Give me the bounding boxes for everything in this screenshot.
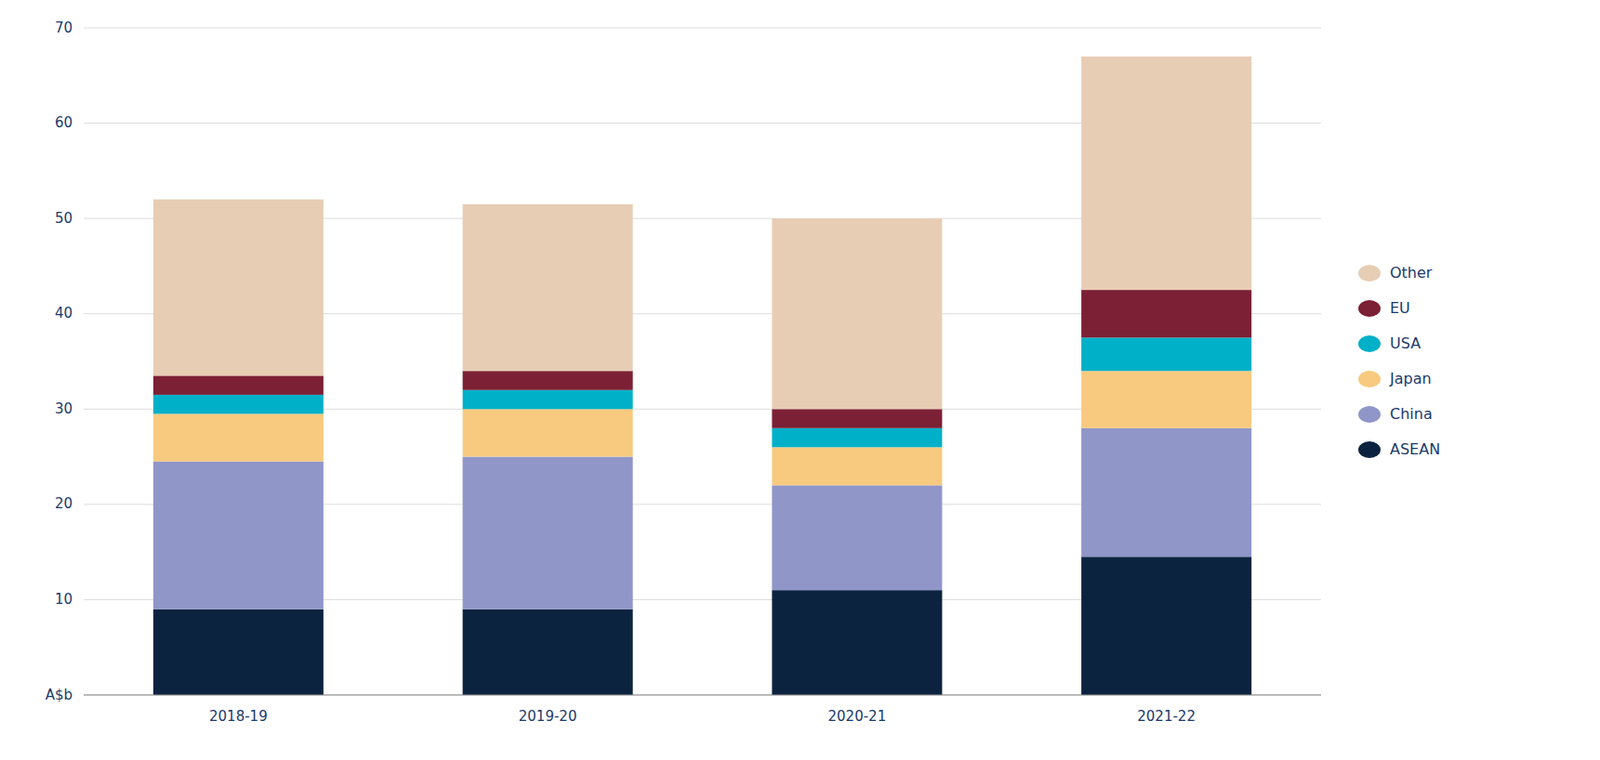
bar-segment (771, 409, 942, 429)
legend-label: USA (1389, 334, 1421, 353)
y-tick-label: 10 (54, 591, 73, 609)
x-tick-label: 2021-22 (1137, 708, 1196, 726)
y-tick-label: 60 (54, 114, 73, 132)
bar-segment (1081, 556, 1252, 696)
x-tick-label: 2019-20 (518, 708, 578, 726)
y-tick-label: A$b (45, 687, 73, 704)
legend-label: Japan (1388, 370, 1432, 388)
y-tick-label: 40 (54, 304, 73, 322)
legend-swatch (1358, 406, 1381, 424)
legend-swatch (1358, 370, 1381, 388)
bar-segment (771, 428, 942, 449)
bar-segment (153, 199, 324, 377)
bar-segment (462, 370, 634, 391)
y-tick-label: 50 (54, 210, 73, 227)
bar-segment (153, 395, 324, 415)
legend-swatch (1358, 264, 1381, 282)
bar-segment (462, 409, 634, 457)
y-tick-label: 70 (54, 19, 73, 37)
x-tick-label: 2020-21 (828, 708, 887, 726)
x-axis-line (83, 695, 1322, 697)
bar-segment (462, 457, 634, 610)
bar-segment (153, 609, 324, 696)
bar-segment (1081, 56, 1252, 291)
legend-swatch (1358, 300, 1381, 318)
chart: A$b102030405060702018-192019-202020-2120… (0, 0, 1600, 760)
y-tick-label: 30 (54, 400, 73, 418)
legend-label: China (1389, 405, 1433, 424)
bar-segment (771, 218, 942, 410)
grid (83, 27, 1322, 696)
bars (153, 56, 1252, 696)
legend-swatch (1358, 441, 1381, 459)
bar-segment (462, 204, 634, 372)
bar-segment (153, 413, 324, 462)
bar-segment (771, 590, 942, 696)
bar-segment (153, 375, 324, 396)
y-axis: A$b 10 20 30 40 50 60 70 (45, 19, 73, 704)
grid-line (83, 27, 1322, 29)
bar-segment (1081, 337, 1252, 371)
legend: Other EU USA Japan China ASEAN (1358, 264, 1441, 460)
bar-segment (771, 447, 942, 486)
bar-segment (462, 609, 634, 696)
grid-line (83, 695, 1322, 697)
x-axis: 2018-19 2019-20 2020-21 2021-22 (83, 695, 1322, 726)
bar-segment (1081, 428, 1252, 557)
bar-segment (1081, 370, 1252, 429)
legend-swatch (1358, 335, 1381, 353)
legend-label: EU (1389, 299, 1411, 318)
bar-segment (462, 390, 634, 410)
bar-segment (153, 462, 324, 610)
legend-label: Other (1389, 264, 1433, 282)
legend-label: ASEAN (1389, 440, 1441, 459)
x-tick-label: 2018-19 (209, 708, 268, 726)
bar-segment (771, 485, 942, 591)
y-tick-label: 20 (54, 495, 73, 513)
chart-container: A$b102030405060702018-192019-202020-2120… (0, 0, 1600, 760)
bar-segment (1081, 290, 1252, 338)
